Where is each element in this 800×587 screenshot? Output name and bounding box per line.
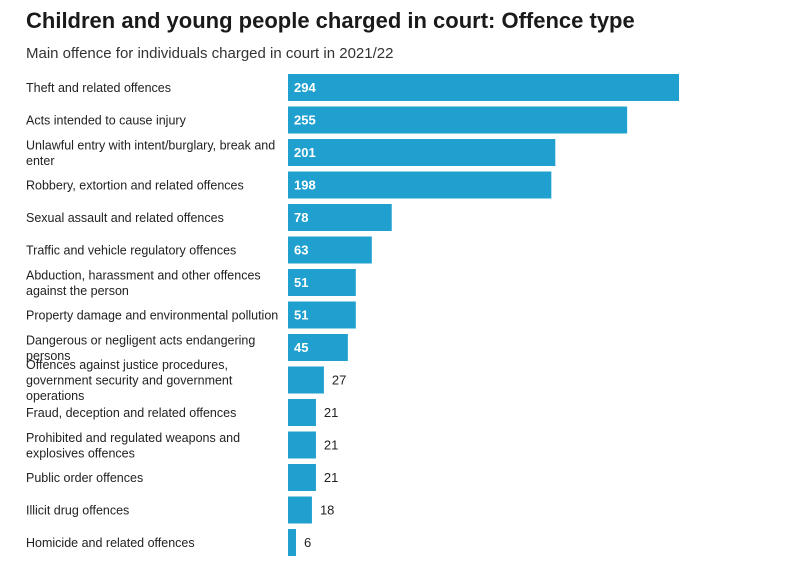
value-label: 78 [294, 210, 308, 225]
bar [288, 236, 372, 264]
category-label: Dangerous or negligent acts endangering p… [26, 333, 255, 363]
category-label-line: Sexual assault and related offences [26, 211, 224, 225]
category-label: Abduction, harassment and other offences… [26, 268, 261, 298]
category-label-line: Theft and related offences [26, 81, 171, 95]
value-label: 198 [294, 178, 316, 193]
bar [288, 464, 316, 491]
category-label: Fraud, deception and related offences [26, 406, 236, 420]
bar [288, 431, 316, 459]
category-label-line: Prohibited and regulated weapons and [26, 431, 240, 445]
category-label-line: Unlawful entry with intent/burglary, bre… [26, 138, 275, 152]
value-label: 51 [294, 275, 308, 290]
bar [288, 269, 356, 296]
category-label-line: against the person [26, 284, 129, 298]
bar [288, 171, 552, 199]
category-label: Prohibited and regulated weapons and expl… [26, 431, 240, 461]
value-label: 21 [324, 470, 338, 485]
category-label: Robbery, extortion and related offences [26, 179, 244, 193]
bar [288, 106, 628, 134]
value-label: 21 [324, 438, 338, 453]
category-label-line: Offences against justice procedures, [26, 358, 228, 372]
category-label-line: Traffic and vehicle regulatory offences [26, 244, 236, 258]
value-label: 6 [304, 535, 311, 550]
bar [288, 366, 324, 394]
value-label: 294 [294, 80, 316, 95]
category-label-line: Acts intended to cause injury [26, 114, 187, 128]
bar [288, 301, 356, 329]
chart-subtitle: Main offence for individuals charged in … [26, 45, 394, 62]
chart-title: Children and young people charged in cou… [26, 8, 635, 33]
value-label: 51 [294, 308, 308, 323]
value-label: 27 [332, 373, 346, 388]
category-label: Acts intended to cause injury [26, 114, 187, 128]
bar [288, 496, 312, 524]
category-label: Unlawful entry with intent/burglary, bre… [26, 138, 275, 168]
category-label: Illicit drug offences [26, 504, 129, 518]
category-label-line: Illicit drug offences [26, 504, 129, 518]
bar [288, 399, 316, 426]
bar [288, 204, 392, 231]
category-label: Offences against justice procedures, gove… [26, 358, 233, 403]
category-label-line: Public order offences [26, 471, 143, 485]
category-label: Theft and related offences [26, 81, 171, 95]
category-label-line: Robbery, extortion and related offences [26, 179, 244, 193]
category-label-line: Dangerous or negligent acts endangering [26, 333, 255, 347]
bar [288, 529, 296, 556]
category-label-line: government security and government [26, 374, 233, 388]
category-label: Property damage and environmental pollut… [26, 309, 278, 323]
value-label: 255 [294, 113, 316, 128]
category-label-line: Property damage and environmental pollut… [26, 309, 278, 323]
bar [288, 74, 679, 101]
value-label: 63 [294, 243, 308, 258]
category-label-line: Homicide and related offences [26, 536, 195, 550]
category-label: Sexual assault and related offences [26, 211, 224, 225]
category-label-line: enter [26, 154, 55, 168]
bar [288, 139, 556, 166]
category-label: Public order offences [26, 471, 143, 485]
category-label-line: Abduction, harassment and other offences [26, 268, 261, 282]
value-label: 201 [294, 145, 316, 160]
category-label-line: explosives offences [26, 446, 135, 460]
bar [288, 334, 348, 361]
category-label: Homicide and related offences [26, 536, 195, 550]
value-label: 21 [324, 405, 338, 420]
value-label: 45 [294, 340, 308, 355]
category-label-line: persons [26, 349, 70, 363]
category-label-line: operations [26, 389, 84, 403]
category-label-line: Fraud, deception and related offences [26, 406, 236, 420]
category-label: Traffic and vehicle regulatory offences [26, 244, 236, 258]
value-label: 18 [320, 503, 334, 518]
